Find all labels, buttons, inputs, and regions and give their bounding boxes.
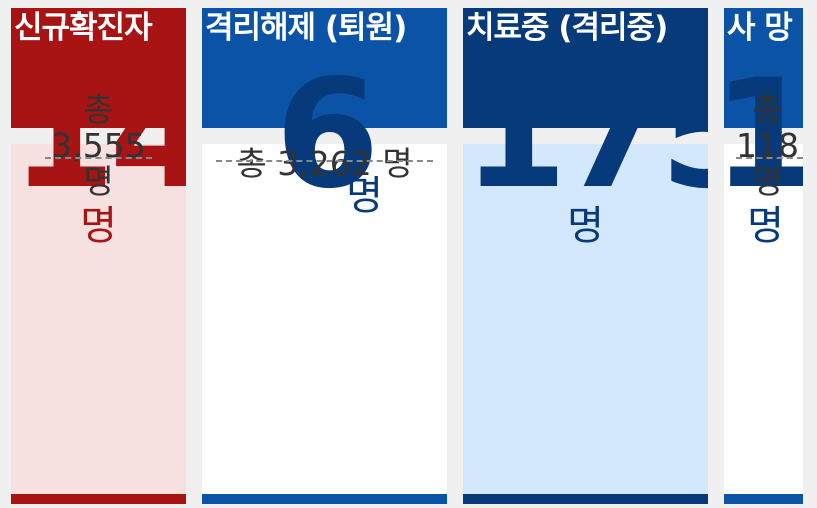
in-treatment-card: 치료중 (격리중) 175 명 bbox=[463, 8, 708, 504]
new-cases-unit: 명 bbox=[80, 203, 117, 249]
new-cases-card: 신규확진자 14 총 3,555 명 명 bbox=[11, 8, 186, 504]
released-card: 격리해제 (퇴원) 6 총 3,262 명 명 bbox=[202, 8, 447, 504]
deaths-card: 사 망 1 총 118 명 명 bbox=[724, 8, 803, 504]
new-cases-total-text: 총 3,555 명 bbox=[51, 90, 146, 201]
in-treatment-title: 치료중 (격리중) bbox=[463, 8, 708, 128]
new-cases-title: 신규확진자 bbox=[11, 8, 186, 128]
in-treatment-value: 175 bbox=[463, 48, 708, 222]
new-cases-value: 14 bbox=[11, 48, 186, 222]
in-treatment-footer-bar bbox=[463, 494, 708, 504]
deaths-total-text: 총 118 명 bbox=[736, 90, 799, 201]
deaths-value: 1 bbox=[724, 48, 803, 222]
card-gutter bbox=[708, 0, 724, 508]
in-treatment-body bbox=[463, 144, 708, 496]
new-cases-divider bbox=[45, 157, 152, 159]
in-treatment-unit: 명 bbox=[567, 203, 604, 249]
released-divider bbox=[216, 160, 433, 162]
released-body bbox=[202, 144, 447, 496]
released-unit: 명 bbox=[346, 173, 383, 219]
released-footer-bar bbox=[202, 494, 447, 504]
released-total-text: 총 3,262 명 bbox=[236, 144, 413, 183]
new-cases-body bbox=[11, 144, 186, 496]
deaths-unit: 명 bbox=[747, 203, 784, 249]
deaths-title: 사 망 bbox=[724, 8, 803, 128]
deaths-footer-bar bbox=[724, 494, 803, 504]
deaths-divider bbox=[736, 157, 803, 159]
released-value: 6 bbox=[275, 48, 379, 222]
deaths-total: 총 118 명 bbox=[732, 92, 803, 200]
released-title: 격리해제 (퇴원) bbox=[202, 8, 447, 128]
deaths-body bbox=[724, 144, 803, 496]
released-total: 총 3,262 명 bbox=[202, 146, 447, 182]
new-cases-footer-bar bbox=[11, 494, 186, 504]
new-cases-total: 총 3,555 명 bbox=[31, 92, 166, 200]
